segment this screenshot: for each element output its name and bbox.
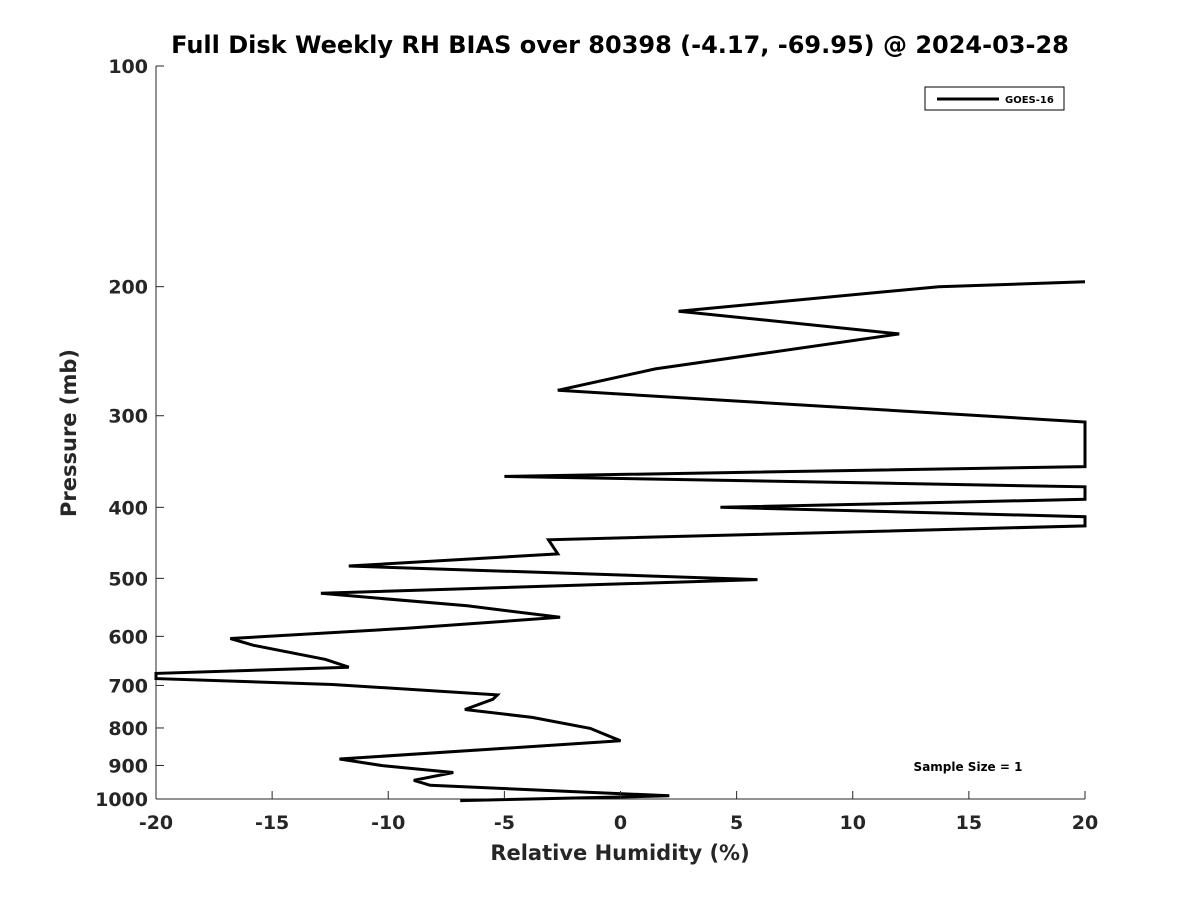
x-tick-label: -5 — [494, 812, 515, 834]
y-tick-label: 1000 — [95, 789, 148, 811]
x-axis-label: Relative Humidity (%) — [490, 841, 749, 865]
y-tick-label: 900 — [108, 755, 148, 777]
y-tick-label: 500 — [108, 568, 148, 590]
plot-area — [154, 66, 1087, 803]
x-tick-label: 5 — [730, 812, 743, 834]
x-tick-label: -15 — [255, 812, 289, 834]
legend: GOES-16 — [924, 86, 1065, 111]
y-tick-label: 200 — [108, 277, 148, 299]
sample-size-annotation: Sample Size = 1 — [914, 760, 1023, 774]
y-tick-label: 300 — [108, 406, 148, 428]
legend-label-goes-16: GOES-16 — [1005, 95, 1054, 106]
y-axis-ticks: 100 200 300 400 500 600 700 800 900 1000 — [95, 56, 164, 811]
x-tick-label: 20 — [1072, 812, 1098, 834]
y-tick-label: 700 — [108, 675, 148, 697]
y-tick-label: 600 — [108, 626, 148, 648]
y-tick-label: 100 — [108, 56, 148, 78]
x-tick-label: -20 — [139, 812, 173, 834]
x-tick-label: 10 — [840, 812, 866, 834]
x-tick-label: -10 — [371, 812, 405, 834]
x-tick-label: 15 — [956, 812, 982, 834]
chart-title: Full Disk Weekly RH BIAS over 80398 (-4.… — [171, 31, 1069, 59]
y-tick-label: 400 — [108, 497, 148, 519]
x-tick-label: 0 — [614, 812, 627, 834]
x-axis-ticks: -20 -15 -10 -5 0 5 10 15 20 — [139, 791, 1098, 834]
y-axis-label: Pressure (mb) — [57, 349, 81, 517]
series-line-goes-16 — [154, 280, 1087, 803]
series-layer — [154, 280, 1087, 803]
y-tick-label: 800 — [108, 718, 148, 740]
